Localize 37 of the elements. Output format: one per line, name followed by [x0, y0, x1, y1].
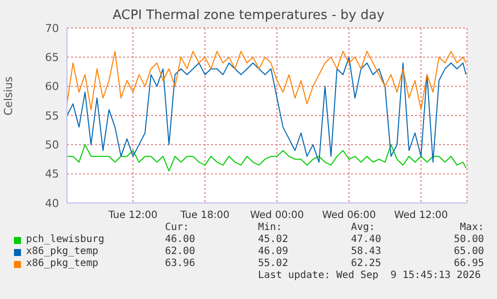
text: 63.96 — [165, 258, 196, 269]
text: 55.02 — [258, 258, 289, 269]
text: 46.00 — [165, 234, 196, 245]
y-tick-label: 45 — [45, 168, 59, 181]
y-tick-label: 50 — [45, 138, 59, 152]
y-tick-label: 55 — [45, 109, 59, 122]
line-series — [67, 144, 466, 172]
text: 50.00 — [452, 234, 484, 245]
text: Cur: — [165, 222, 190, 233]
y-axis-title: Celsius — [2, 76, 15, 116]
line-series — [67, 50, 466, 110]
y-tick-label: 65 — [45, 51, 59, 64]
y-tick-label: 40 — [45, 196, 59, 210]
text: 45.02 — [258, 234, 290, 245]
text: Min: — [258, 222, 284, 233]
text: 46.09 — [258, 246, 290, 257]
x-tick-label: Wed 00:00 — [250, 210, 304, 222]
text: 62.00 — [165, 246, 196, 257]
text: 58.43 — [351, 246, 382, 257]
text: 65.00 — [452, 246, 484, 257]
text: 62.25 — [351, 258, 382, 269]
line-series — [67, 56, 466, 163]
x-tick-label: Tue 18:00 — [179, 210, 230, 222]
x-tick-label: Wed 06:00 — [322, 210, 376, 222]
y-tick-label: 70 — [45, 22, 59, 35]
legend-label: x86_pkg_temp — [26, 246, 98, 257]
legend-label: pch_lewisburg — [26, 234, 104, 245]
text: Avg: — [351, 222, 376, 233]
legend-label: x86_pkg_temp — [26, 258, 98, 269]
text: Max: — [458, 222, 484, 233]
text: 66.95 — [452, 258, 484, 269]
x-tick-label: Tue 12:00 — [107, 210, 158, 222]
y-tick-label: 60 — [45, 80, 59, 94]
chart-title: ACPI Thermal zone temperatures - by day — [112, 8, 386, 23]
x-tick-label: Wed 12:00 — [394, 210, 448, 222]
text: 47.40 — [351, 234, 382, 245]
text: Last update: Wed Sep 9 15:45:13 2026 — [258, 270, 481, 281]
